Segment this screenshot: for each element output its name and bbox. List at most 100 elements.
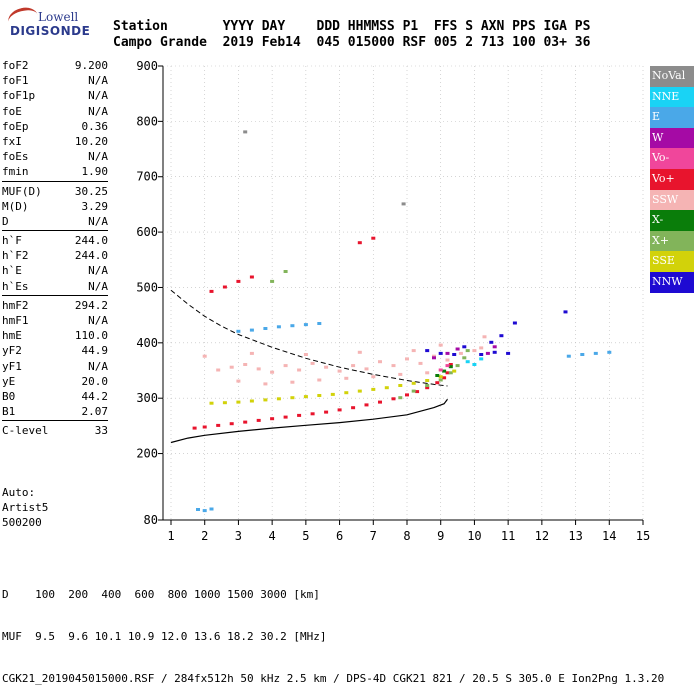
data-point: [425, 386, 430, 390]
data-point: [270, 370, 275, 374]
data-point: [435, 374, 440, 377]
param-value: 9.200: [74, 59, 108, 72]
x-tick-label: 10: [467, 529, 481, 543]
data-point: [465, 349, 470, 353]
param-row: foF1p N/A: [2, 88, 108, 103]
header-labels: Station YYYY DAY DDD HHMMSS P1 FFS S AXN…: [113, 19, 591, 34]
parameter-panel: foF2 9.200 foF1 N/A foF1p N/A foE N/A foEp 0.36 fx…: [2, 58, 108, 439]
data-point: [455, 364, 460, 368]
data-point: [391, 364, 396, 368]
param-value: 20.0: [81, 374, 109, 388]
data-point: [202, 354, 207, 358]
data-point: [512, 321, 517, 325]
data-point: [283, 364, 288, 368]
data-point: [432, 356, 436, 360]
param-label: foF2: [2, 59, 29, 72]
data-point: [209, 507, 214, 511]
data-point: [222, 401, 227, 405]
param-label: foF1: [2, 74, 29, 88]
data-point: [398, 396, 403, 400]
data-point: [425, 384, 430, 387]
param-row: D N/A: [2, 214, 108, 229]
data-point: [290, 396, 295, 400]
data-point: [229, 422, 234, 426]
data-point: [344, 376, 349, 380]
x-tick-label: 13: [568, 529, 582, 543]
param-label: h`E: [2, 264, 22, 278]
param-label: yF2: [2, 344, 22, 358]
data-point: [317, 322, 322, 325]
data-point: [297, 413, 302, 417]
legend-item: SSW: [650, 189, 694, 211]
data-point: [209, 401, 214, 405]
x-tick-label: 3: [235, 529, 242, 543]
data-point: [324, 365, 329, 369]
x-tick-label: 15: [636, 529, 650, 543]
data-point: [357, 350, 362, 354]
data-point: [442, 376, 447, 380]
data-point: [472, 363, 477, 366]
param-label: foE: [2, 104, 22, 118]
legend-item: Vo-: [650, 148, 694, 169]
data-point: [462, 345, 467, 349]
y-tick-label: 700: [136, 170, 158, 184]
x-tick-label: 1: [167, 529, 174, 543]
data-point: [563, 310, 568, 314]
param-value: N/A: [88, 214, 108, 228]
data-point: [249, 351, 254, 355]
data-point: [263, 327, 268, 330]
data-point: [243, 363, 248, 366]
x-tick-label: 11: [501, 529, 515, 543]
data-point: [489, 340, 494, 344]
param-value: 110.0: [74, 329, 108, 343]
param-row: yE 20.0: [2, 374, 108, 389]
data-point: [209, 289, 214, 293]
x-tick-label: 9: [437, 529, 444, 543]
data-point: [425, 371, 430, 375]
param-value: N/A: [88, 150, 108, 164]
footer-distance-row: D 100 200 400 600 800 1000 1500 3000 [km…: [2, 588, 320, 601]
param-row: hmE 110.0: [2, 328, 108, 343]
param-value: 244.0: [74, 234, 108, 248]
data-point: [256, 418, 261, 422]
param-value: N/A: [88, 264, 108, 278]
data-point: [270, 279, 275, 283]
param-separator: [2, 230, 108, 232]
data-point: [492, 350, 497, 354]
data-point: [371, 387, 376, 391]
data-point: [411, 381, 416, 385]
param-label: h`Es: [2, 279, 29, 293]
param-value: 33: [94, 424, 108, 438]
footer-muf-row: MUF 9.5 9.6 10.1 10.9 12.0 13.6 18.2 30.…: [2, 630, 327, 643]
legend-item: X+: [650, 230, 694, 252]
data-point: [458, 351, 463, 355]
param-row: hmF1 N/A: [2, 313, 108, 328]
param-value: 3.29: [81, 199, 109, 213]
data-point: [290, 380, 295, 384]
data-point: [249, 275, 254, 279]
param-row: yF1 N/A: [2, 359, 108, 374]
data-point: [398, 384, 403, 387]
auto-label: Auto:: [2, 486, 36, 499]
param-label: foF1p: [2, 89, 36, 103]
profile-dashed-curve: [170, 289, 448, 387]
param-label: fxI: [2, 134, 22, 148]
param-row: MUF(D) 30.25: [2, 184, 108, 199]
data-point: [492, 345, 497, 349]
data-point: [485, 351, 490, 355]
x-tick-label: 2: [201, 529, 208, 543]
data-point: [202, 425, 207, 429]
header-values: Campo Grande 2019 Feb14 045 015000 RSF 0…: [113, 35, 591, 50]
legend: NoVal NNE E W Vo- Vo+ SSW X- X+ SSE NNW: [650, 66, 694, 293]
data-point: [256, 367, 261, 371]
data-point: [330, 392, 335, 396]
param-value: N/A: [88, 279, 108, 293]
param-label: M(D): [2, 199, 29, 213]
data-point: [249, 328, 254, 332]
param-label: hmF1: [2, 314, 29, 327]
data-point: [445, 351, 450, 355]
param-separator: [2, 294, 108, 296]
data-point: [445, 364, 450, 368]
param-separator: [2, 420, 108, 422]
data-point: [472, 349, 477, 353]
